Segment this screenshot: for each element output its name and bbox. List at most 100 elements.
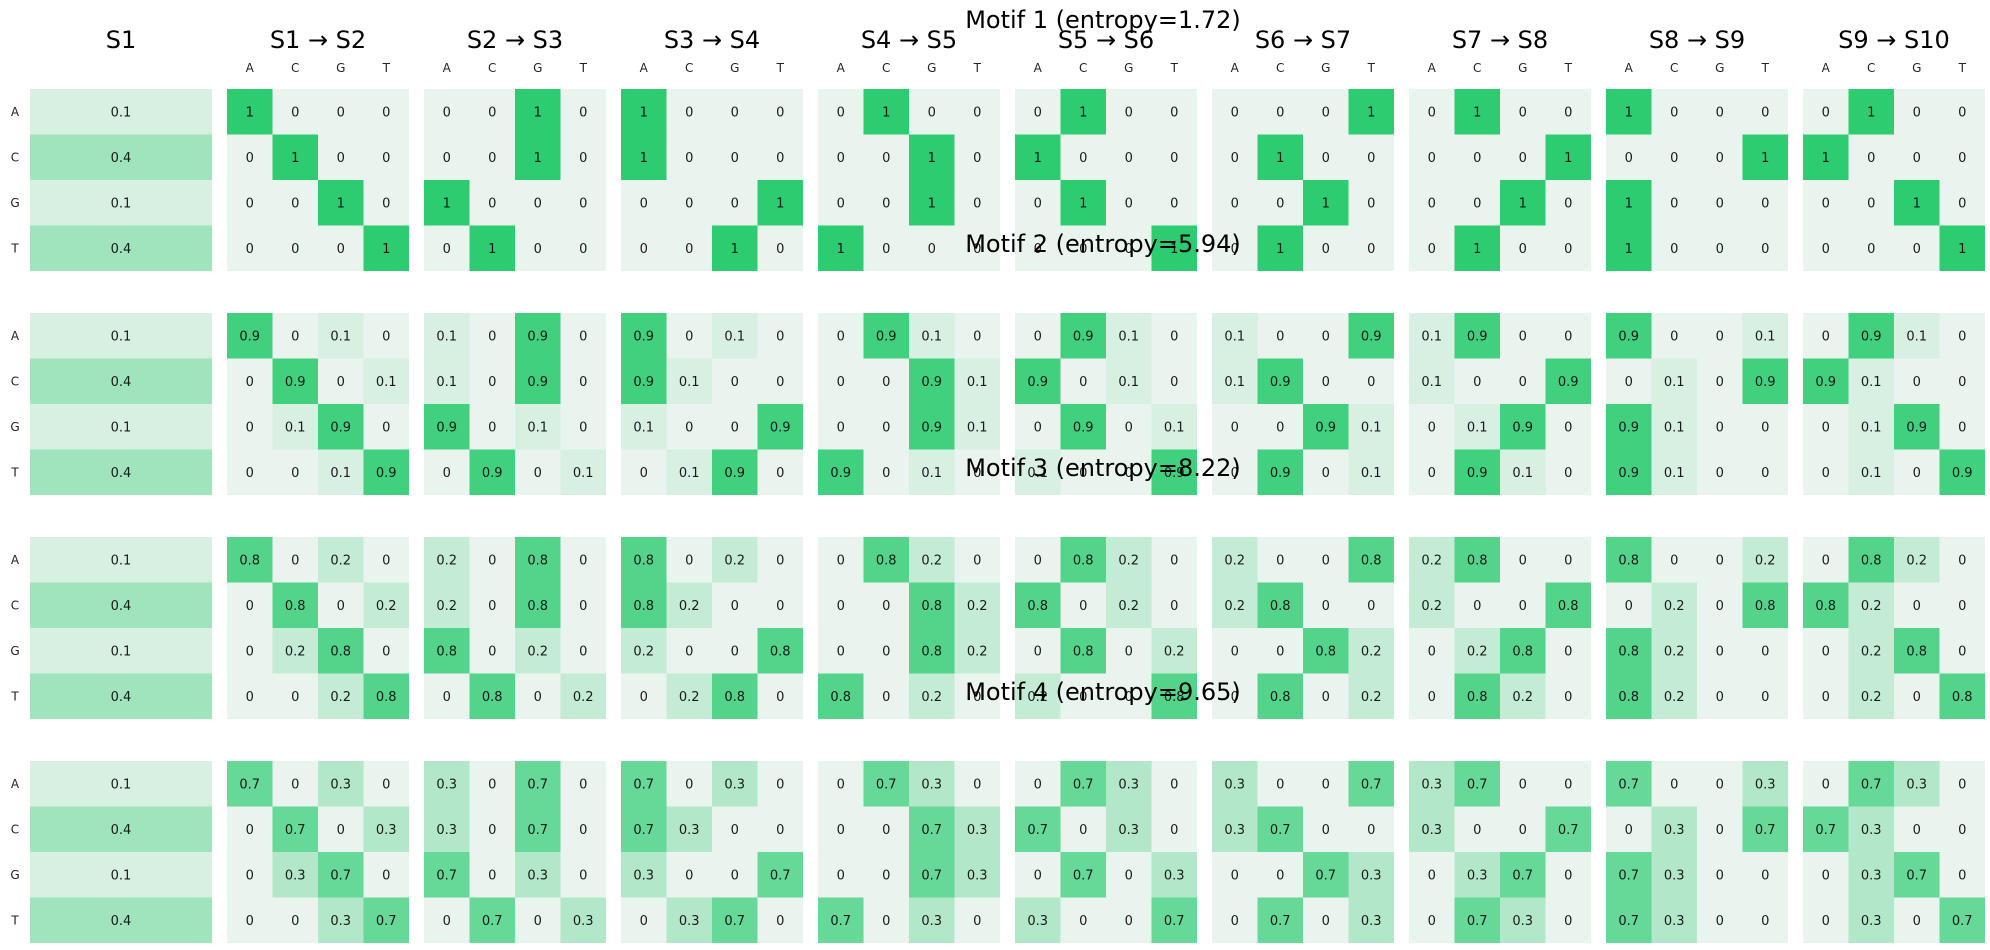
- transition-value: 0: [1322, 105, 1330, 120]
- transition-value: 0.9: [633, 329, 654, 344]
- transition-value: 0: [1079, 914, 1087, 929]
- transition-cell: [1106, 537, 1152, 583]
- transition-cell: [1697, 89, 1743, 135]
- transition-value: 0: [246, 914, 254, 929]
- transition-cell: [666, 313, 712, 359]
- transition-cell: [1257, 852, 1303, 898]
- transition-value: 0: [382, 105, 390, 120]
- transition-value: 0.8: [1270, 599, 1291, 614]
- column-label-T: T: [973, 61, 982, 75]
- transition-value: 0: [1367, 151, 1375, 166]
- transition-cell: [1409, 313, 1455, 359]
- transition-value: 0: [1761, 196, 1769, 211]
- transition-cell: [1454, 897, 1500, 943]
- transition-cell: [1151, 180, 1197, 226]
- transition-cell: [1151, 358, 1197, 404]
- transition-value: 0: [1276, 644, 1284, 659]
- transition-cell: [1212, 897, 1258, 943]
- transition-cell: [227, 537, 273, 583]
- transition-cell: [1894, 180, 1940, 226]
- transition-cell: [1257, 134, 1303, 180]
- transition-value: 0.8: [482, 690, 503, 705]
- transition-cell: [1106, 806, 1152, 852]
- transition-cell: [1303, 180, 1349, 226]
- transition-value: 0.2: [573, 690, 594, 705]
- transition-cell: [1803, 404, 1849, 450]
- transition-value: 0.3: [1906, 777, 1927, 792]
- transition-value: 0.7: [1467, 777, 1488, 792]
- transition-cell: [909, 449, 955, 495]
- transition-cell: [1015, 89, 1061, 135]
- transition-value: 0.8: [1027, 599, 1048, 614]
- transition-cell: [1409, 852, 1455, 898]
- transition-cell: [1151, 89, 1197, 135]
- transition-cell: [1500, 852, 1546, 898]
- transition-cell: [712, 852, 758, 898]
- transition-value: 0: [1519, 823, 1527, 838]
- transition-cell: [1606, 582, 1652, 628]
- transition-value: 0: [1519, 151, 1527, 166]
- transition-cell: [1803, 897, 1849, 943]
- row-label-A: A: [11, 777, 20, 791]
- transition-cell: [1212, 89, 1258, 135]
- transition-cell: [424, 404, 470, 450]
- transition-cell: [1939, 225, 1985, 271]
- transition-value: 0.1: [1512, 466, 1533, 481]
- transition-cell: [954, 449, 1000, 495]
- transition-value: 0: [1670, 242, 1678, 257]
- motif-title-4: Motif 4 (entropy=9.65): [965, 678, 1241, 706]
- transition-value: 0.3: [376, 823, 397, 838]
- transition-value: 0: [1564, 242, 1572, 257]
- transition-value: 0.8: [527, 553, 548, 568]
- transition-cell: [515, 673, 561, 719]
- transition-value: 0: [1034, 329, 1042, 344]
- transition-value: 0.7: [1755, 823, 1776, 838]
- panel-title-1: S1 → S2: [270, 26, 366, 54]
- initial-prob-value: 0.1: [111, 196, 132, 211]
- transition-cell: [1939, 806, 1985, 852]
- transition-cell: [1894, 404, 1940, 450]
- transition-value: 0.2: [1755, 553, 1776, 568]
- transition-cell: [1454, 358, 1500, 404]
- transition-cell: [1454, 537, 1500, 583]
- transition-cell: [1303, 537, 1349, 583]
- transition-cell: [1303, 225, 1349, 271]
- initial-prob-cell: [30, 761, 212, 807]
- transition-cell: [1303, 449, 1349, 495]
- transition-cell: [1106, 673, 1152, 719]
- transition-cell: [909, 313, 955, 359]
- transition-value: 0.7: [239, 777, 260, 792]
- transition-cell: [1742, 134, 1788, 180]
- transition-cell: [1212, 852, 1258, 898]
- transition-cell: [1500, 897, 1546, 943]
- transition-cell: [1545, 537, 1591, 583]
- transition-value: 0: [1913, 151, 1921, 166]
- transition-value: 0.1: [1861, 466, 1882, 481]
- transition-cell: [560, 225, 606, 271]
- transition-value: 0.9: [921, 375, 942, 390]
- transition-cell: [318, 404, 364, 450]
- transition-value: 0.1: [1664, 466, 1685, 481]
- transition-value: 0.9: [1755, 375, 1776, 390]
- initial-prob-value: 0.4: [111, 242, 132, 257]
- transition-cell: [621, 134, 667, 180]
- transition-value: 0.2: [967, 644, 988, 659]
- panel-title-4: S4 → S5: [861, 26, 957, 54]
- transition-cell: [272, 449, 318, 495]
- transition-value: 0.9: [527, 375, 548, 390]
- transition-cell: [1212, 761, 1258, 807]
- transition-cell: [227, 404, 273, 450]
- transition-value: 0: [1564, 420, 1572, 435]
- transition-value: 0: [1958, 553, 1966, 568]
- transition-cell: [1060, 134, 1106, 180]
- transition-value: 0: [1276, 329, 1284, 344]
- transition-value: 0: [882, 151, 890, 166]
- transition-cell: [1894, 537, 1940, 583]
- transition-value: 0: [1958, 375, 1966, 390]
- transition-cell: [1454, 582, 1500, 628]
- transition-cell: [757, 852, 803, 898]
- transition-cell: [363, 225, 409, 271]
- transition-value: 0: [731, 196, 739, 211]
- transition-cell: [227, 225, 273, 271]
- transition-value: 1: [382, 242, 390, 257]
